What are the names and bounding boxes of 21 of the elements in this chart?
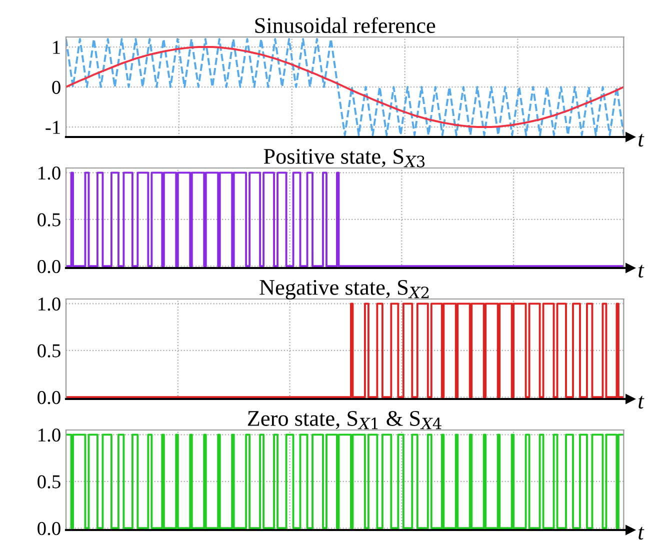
y-tick-label: 0 [52, 80, 60, 94]
y-tick-label: 0.5 [38, 475, 60, 488]
x-axis-title: t [638, 526, 644, 540]
y-tick-label: 0.0 [38, 260, 60, 274]
y-tick-label: -1 [46, 120, 60, 134]
x-axis-title: t [638, 264, 644, 278]
x-axis-title: t [638, 396, 644, 409]
x-axis-title: t [638, 134, 644, 147]
y-tick-label: 0.5 [38, 213, 60, 226]
y-tick-label: 1.0 [38, 428, 60, 442]
chart-title: Negative state, S$_{X2}$ [260, 280, 429, 300]
chart-title: Zero state, S$_{X1}$ & S$_{X4}$ [248, 410, 442, 430]
y-tick-label: 1.0 [38, 297, 60, 311]
y-tick-label: 0.0 [38, 522, 60, 536]
y-tick-label: 1 [53, 40, 60, 54]
y-tick-label: 1.0 [38, 166, 60, 180]
y-tick-label: 0.0 [38, 390, 60, 404]
line-series [66, 46, 624, 128]
y-tick-label: 0.5 [38, 344, 60, 358]
chart-title: Positive state, S$_{X3}$ [264, 148, 425, 168]
chart-title: Sinusoidal reference [255, 17, 436, 34]
